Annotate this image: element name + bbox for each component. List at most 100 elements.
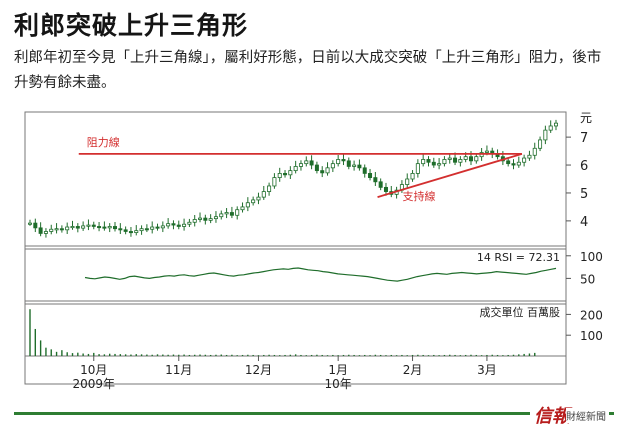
- price-candle: [320, 170, 325, 174]
- price-candle: [442, 159, 447, 165]
- price-candle: [182, 223, 187, 227]
- price-candle: [128, 231, 133, 234]
- volume-panel: [24, 303, 567, 357]
- price-candle: [176, 224, 181, 227]
- price-candle: [59, 228, 64, 231]
- price-ytick-label: 5: [580, 187, 588, 202]
- price-candle: [474, 156, 479, 162]
- price-candle: [187, 221, 192, 225]
- price-candle: [431, 161, 436, 166]
- price-candle: [506, 160, 511, 165]
- price-candle: [288, 170, 293, 176]
- price-candle: [144, 228, 149, 231]
- price-candle: [139, 228, 144, 232]
- price-candle: [341, 159, 346, 162]
- x-year-label: 2009年: [72, 377, 115, 391]
- price-candle: [240, 206, 245, 211]
- price-candle: [415, 163, 420, 174]
- price-candle: [309, 160, 314, 166]
- price-panel: [24, 111, 567, 247]
- price-candle: [192, 219, 197, 223]
- price-candle: [410, 173, 415, 180]
- price-candle: [97, 226, 102, 229]
- x-tick-label: 10月: [80, 363, 107, 377]
- price-candle: [368, 173, 373, 179]
- price-candle: [447, 157, 452, 160]
- price-candle: [325, 167, 330, 174]
- price-candle: [532, 147, 537, 156]
- price-candle: [118, 228, 123, 231]
- rsi-ytick-label: 50: [580, 272, 595, 286]
- resistance-line-label: 阻力線: [87, 135, 120, 149]
- x-tick-label: 3月: [477, 363, 497, 377]
- price-candle: [267, 185, 272, 192]
- price-ytick-label: 6: [580, 159, 588, 174]
- price-candle: [484, 150, 489, 153]
- price-candle: [405, 178, 410, 185]
- price-candle: [468, 156, 473, 162]
- price-candle: [554, 122, 559, 127]
- price-candle: [166, 223, 171, 227]
- x-year-label: 10年: [325, 377, 352, 391]
- x-tick-label: 2月: [403, 363, 423, 377]
- price-candle: [91, 224, 96, 227]
- price-candle: [65, 226, 70, 231]
- price-candle: [293, 166, 298, 172]
- price-ytick-label: 7: [580, 131, 588, 146]
- brand-logo-subtitle: 財經新聞: [566, 408, 609, 423]
- price-candle: [150, 226, 155, 230]
- support-line-label: 支持線: [403, 189, 436, 203]
- price-candle: [378, 181, 383, 188]
- price-candle: [70, 226, 75, 229]
- price-candle: [38, 227, 43, 234]
- price-candle: [198, 217, 203, 220]
- price-candle: [27, 222, 32, 225]
- price-candle: [548, 125, 553, 131]
- price-candle: [543, 129, 548, 141]
- price-candle: [383, 186, 388, 192]
- price-candle: [245, 202, 250, 208]
- rsi-ytick-label: 100: [580, 250, 603, 264]
- rsi-line: [84, 267, 557, 282]
- price-candle: [155, 226, 160, 229]
- price-candle: [86, 224, 91, 227]
- support-line: [377, 153, 523, 199]
- price-candle: [123, 229, 128, 232]
- price-candle: [283, 173, 288, 176]
- price-candle: [219, 213, 224, 218]
- price-candle: [437, 163, 442, 166]
- price-candle: [75, 226, 80, 229]
- price-ytick-label: 4: [580, 215, 588, 230]
- price-candle: [357, 164, 362, 169]
- price-candle: [330, 163, 335, 169]
- price-candle: [160, 225, 165, 229]
- price-candle: [304, 160, 309, 165]
- price-unit-label: 元: [580, 111, 592, 125]
- price-candle: [362, 167, 367, 174]
- price-candle: [538, 139, 543, 149]
- price-candle: [256, 196, 261, 201]
- price-candle: [426, 159, 431, 163]
- brand-logo: 信報: [530, 402, 574, 428]
- price-candle: [272, 177, 277, 187]
- price-candle: [522, 157, 527, 163]
- price-candle: [107, 226, 112, 229]
- stock-chart: 4 5 6 7 元阻力線 支持線 50 100 14 RSI = 72.31 100 200 成交單位…: [0, 106, 625, 410]
- price-candle: [235, 209, 240, 216]
- price-candle: [261, 191, 266, 198]
- price-candle: [463, 156, 468, 160]
- price-candle: [49, 228, 54, 232]
- price-candle: [336, 159, 341, 165]
- price-candle: [458, 159, 463, 163]
- price-candle: [81, 225, 86, 229]
- price-candle: [54, 228, 59, 231]
- volume-ytick-label: 100: [580, 329, 603, 343]
- price-candle: [352, 164, 357, 167]
- price-candle: [171, 223, 176, 226]
- price-candle: [511, 163, 516, 166]
- price-candle: [421, 159, 426, 165]
- price-candle: [102, 226, 107, 229]
- price-candle: [43, 231, 48, 234]
- rsi-panel: [24, 248, 567, 302]
